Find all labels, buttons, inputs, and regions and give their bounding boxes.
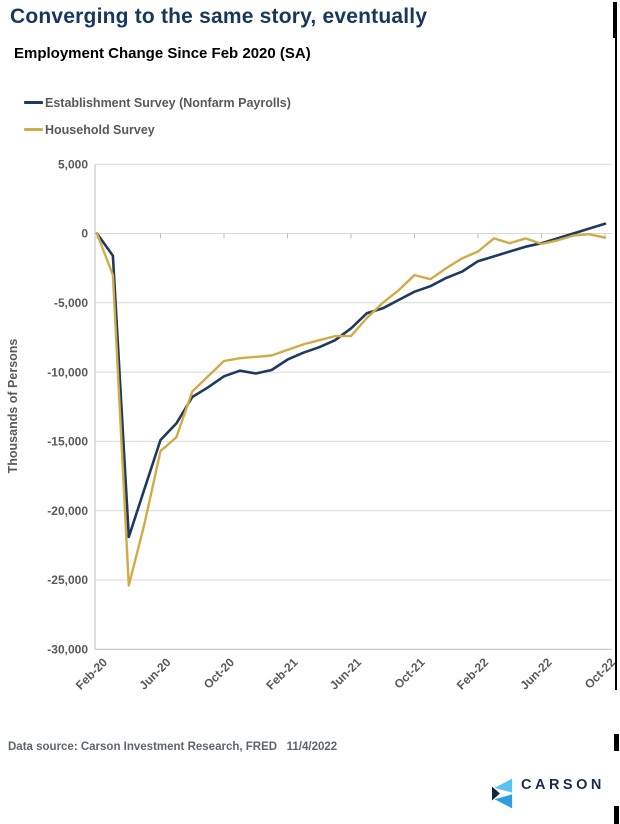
legend-item-household: Household Survey bbox=[24, 116, 291, 143]
y-axis-title: Thousands of Persons bbox=[6, 339, 20, 474]
x-tick-label: Jun-22 bbox=[517, 655, 554, 692]
chart-subtitle: Employment Change Since Feb 2020 (SA) bbox=[14, 45, 311, 62]
legend-item-establishment: Establishment Survey (Nonfarm Payrolls) bbox=[24, 89, 291, 116]
household-line-swatch bbox=[24, 128, 43, 131]
page-title: Converging to the same story, eventually bbox=[10, 5, 428, 28]
carson-logo: CARSON bbox=[492, 777, 605, 809]
screen-edge-artifact bbox=[615, 38, 617, 690]
establishment-line-swatch bbox=[24, 101, 43, 104]
y-tick-label: 0 bbox=[81, 227, 88, 241]
legend-label-household: Household Survey bbox=[45, 122, 155, 137]
x-tick-label: Feb-20 bbox=[73, 655, 110, 692]
data-source-note: Data source: Carson Investment Research,… bbox=[8, 741, 338, 753]
y-tick-label: -30,000 bbox=[47, 643, 88, 657]
x-tick-label: Jun-20 bbox=[136, 655, 173, 692]
y-tick-label: -15,000 bbox=[47, 435, 88, 449]
y-tick-label: -5,000 bbox=[54, 296, 88, 310]
y-axis-labels: 5,000 0 -5,000 -10,000 -15,000 -20,000 -25,000… bbox=[47, 157, 88, 656]
screen-edge-artifact bbox=[614, 806, 619, 824]
chart-legend: Establishment Survey (Nonfarm Payrolls) … bbox=[24, 89, 291, 143]
y-tick-label: -10,000 bbox=[47, 365, 88, 379]
y-tick-label: -25,000 bbox=[47, 573, 88, 587]
x-tick-label: Feb-21 bbox=[263, 655, 300, 692]
household-survey-line bbox=[95, 232, 607, 587]
establishment-survey-line bbox=[95, 222, 607, 539]
x-tick-label: Feb-22 bbox=[454, 655, 491, 692]
x-tick-label: Oct-20 bbox=[201, 655, 238, 692]
y-tick-label: 5,000 bbox=[58, 157, 88, 171]
x-tick-label: Oct-21 bbox=[391, 655, 428, 692]
carson-logo-icon bbox=[492, 778, 513, 809]
screen-edge-artifact bbox=[613, 2, 617, 38]
x-tick-label: Oct-22 bbox=[582, 655, 619, 692]
y-tick-label: -20,000 bbox=[47, 504, 88, 518]
x-tick-label: Jun-21 bbox=[327, 655, 364, 692]
legend-label-establishment: Establishment Survey (Nonfarm Payrolls) bbox=[45, 95, 291, 110]
x-axis-labels: Feb-20 Jun-20 Oct-20 Feb-21 Jun-21 Oct-21 Feb-… bbox=[73, 655, 618, 692]
gridlines bbox=[95, 163, 612, 650]
screen-edge-artifact bbox=[614, 734, 619, 751]
carson-logo-text: CARSON bbox=[521, 777, 605, 793]
